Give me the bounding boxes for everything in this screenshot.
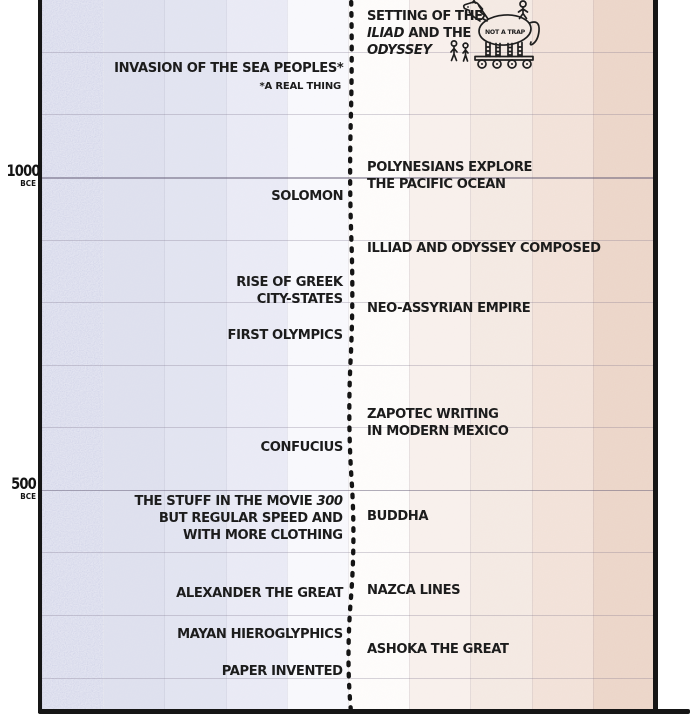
- gridline-major: [42, 489, 654, 492]
- gridline-minor: [42, 302, 654, 304]
- gridline-minor: [42, 239, 654, 241]
- column-band: [592, 0, 654, 709]
- event-label-buddha: BUDDHA: [367, 508, 429, 524]
- column-band: [225, 0, 287, 709]
- y-axis-line-left: [38, 0, 42, 713]
- timeline-divider-dotted-line: [346, 0, 356, 714]
- y-axis-tick-1000-bce: 1000 BCE: [0, 161, 40, 189]
- event-label-mayan-hieroglyphics: MAYAN HIEROGLYPHICS: [177, 626, 343, 642]
- cart-platform: [474, 55, 534, 61]
- tick-unit: BCE: [20, 492, 36, 501]
- horse-tail: [528, 21, 540, 46]
- event-label-zapotec-writing: ZAPOTEC WRITING IN MODERN MEXICO: [367, 406, 509, 439]
- event-label-polynesians-pacific: POLYNESIANS EXPLORE THE PACIFIC OCEAN: [367, 159, 533, 192]
- event-label-iliad-odyssey-composed: ILLIAD AND ODYSSEY COMPOSED: [367, 240, 601, 256]
- rider-stick-figure: [519, 0, 527, 8]
- event-label-setting-iliad-odyssey: SETTING OF THE ILIAD AND THE ODYSSEY: [367, 8, 483, 58]
- event-label-neo-assyrian-empire: NEO-ASSYRIAN EMPIRE: [367, 300, 531, 316]
- event-label-first-olympics: FIRST OLYMPICS: [227, 327, 343, 343]
- not-a-trap-label: NOT A TRAP: [485, 29, 526, 36]
- column-band: [164, 0, 226, 709]
- gridline-minor: [42, 114, 654, 116]
- tick-unit: BCE: [20, 179, 36, 188]
- column-band: [531, 0, 593, 709]
- column-band: [348, 0, 410, 709]
- tick-value: 500: [11, 474, 37, 493]
- column-band: [286, 0, 348, 709]
- event-label-movie-300: THE STUFF IN THE MOVIE 300 BUT REGULAR SP…: [134, 493, 344, 543]
- gridline-minor: [42, 615, 654, 616]
- horse-head: [462, 1, 489, 22]
- column-band: [470, 0, 532, 709]
- horse-body: [478, 14, 532, 46]
- y-axis-tick-500-bce: 500 BCE: [0, 474, 37, 502]
- event-label-alexander-the-great: ALEXANDER THE GREAT: [176, 585, 343, 601]
- column-band: [409, 0, 471, 709]
- gridline-minor: [42, 51, 654, 53]
- event-label-ashoka-the-great: ASHOKA THE GREAT: [367, 641, 509, 657]
- event-label-nazca-lines: NAZCA LINES: [367, 582, 461, 598]
- y-axis-line-right: [653, 0, 658, 713]
- gridline-major: [42, 177, 654, 179]
- column-band: [42, 0, 104, 709]
- horse-ear: [471, 0, 477, 4]
- event-label-confucius: CONFUCIUS: [260, 439, 344, 455]
- event-label-greek-city-states: RISE OF GREEK CITY-STATES: [236, 274, 344, 307]
- footnote-a-real-thing: *A REAL THING: [259, 81, 342, 92]
- tick-value: 1000: [6, 161, 40, 180]
- event-label-solomon: SOLOMON: [271, 188, 343, 204]
- trojan-horse-icon: NOT A TRAP: [450, 0, 540, 69]
- event-label-sea-peoples: INVASION OF THE SEA PEOPLES*: [113, 60, 344, 76]
- gridline-minor: [42, 364, 654, 366]
- column-band: [103, 0, 165, 709]
- horse-mane: [478, 4, 488, 22]
- panel-bottom-border: [38, 709, 690, 714]
- gridline-minor: [42, 552, 654, 554]
- event-label-paper-invented: PAPER INVENTED: [222, 663, 343, 679]
